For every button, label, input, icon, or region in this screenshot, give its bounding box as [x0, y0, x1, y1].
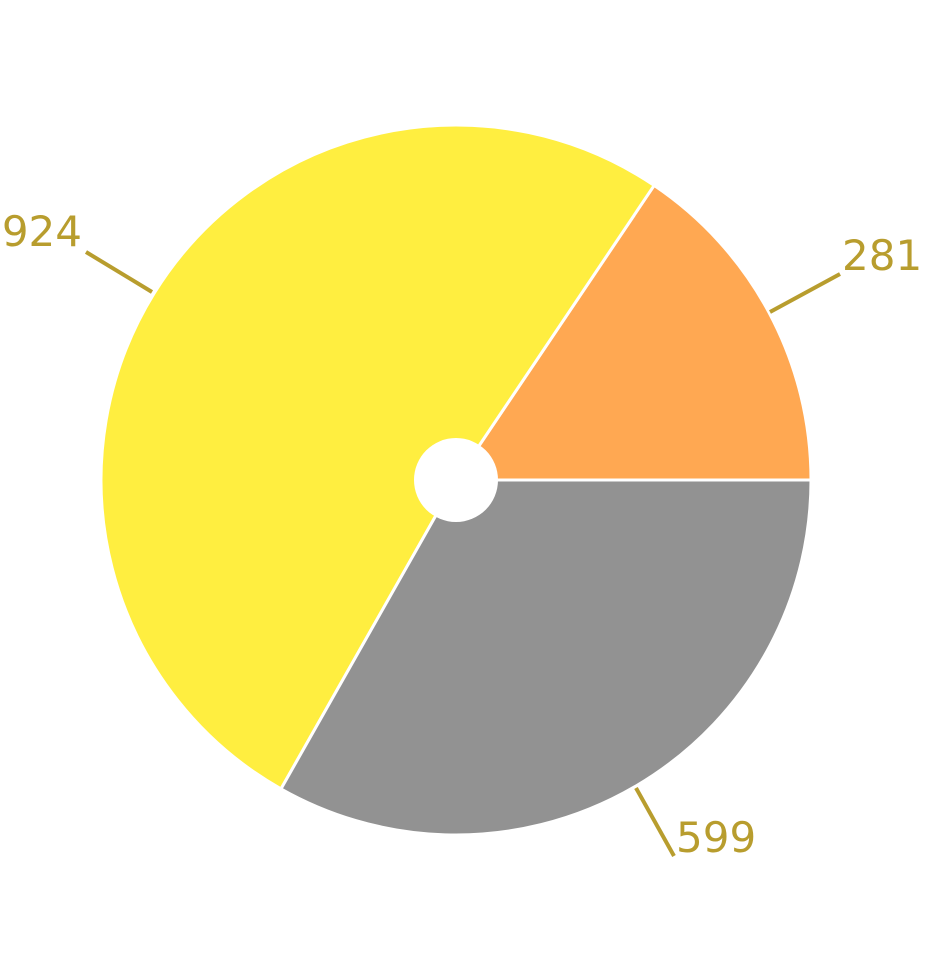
center-hole [414, 438, 498, 522]
pie-slice-281 [454, 183, 813, 482]
slice-label-281: 281 [842, 231, 922, 280]
pie-slice-599 [279, 478, 813, 837]
label-leader-924 [84, 250, 154, 294]
pie-slice-924 [99, 123, 656, 791]
slice-label-924: 924 [2, 207, 82, 256]
pie-slices [99, 123, 813, 837]
label-leader-281 [769, 272, 841, 314]
label-leader-599 [634, 787, 676, 857]
slice-labels: 281 924 599 [2, 207, 922, 862]
slice-label-599: 599 [676, 813, 756, 862]
label-leaders [84, 250, 841, 857]
